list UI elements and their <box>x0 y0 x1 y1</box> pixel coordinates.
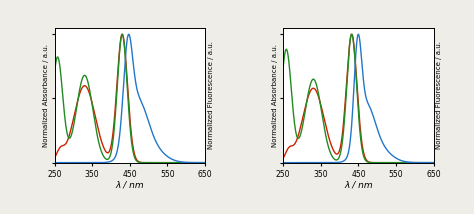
X-axis label: λ / nm: λ / nm <box>116 181 144 190</box>
Y-axis label: Normalized Fluorescence / a.u.: Normalized Fluorescence / a.u. <box>208 41 214 149</box>
Y-axis label: Normalized Absorbance / a.u.: Normalized Absorbance / a.u. <box>272 44 278 147</box>
Y-axis label: Normalized Fluorescence / a.u.: Normalized Fluorescence / a.u. <box>437 41 443 149</box>
Y-axis label: Normalized Absorbance / a.u.: Normalized Absorbance / a.u. <box>43 44 49 147</box>
X-axis label: λ / nm: λ / nm <box>344 181 373 190</box>
